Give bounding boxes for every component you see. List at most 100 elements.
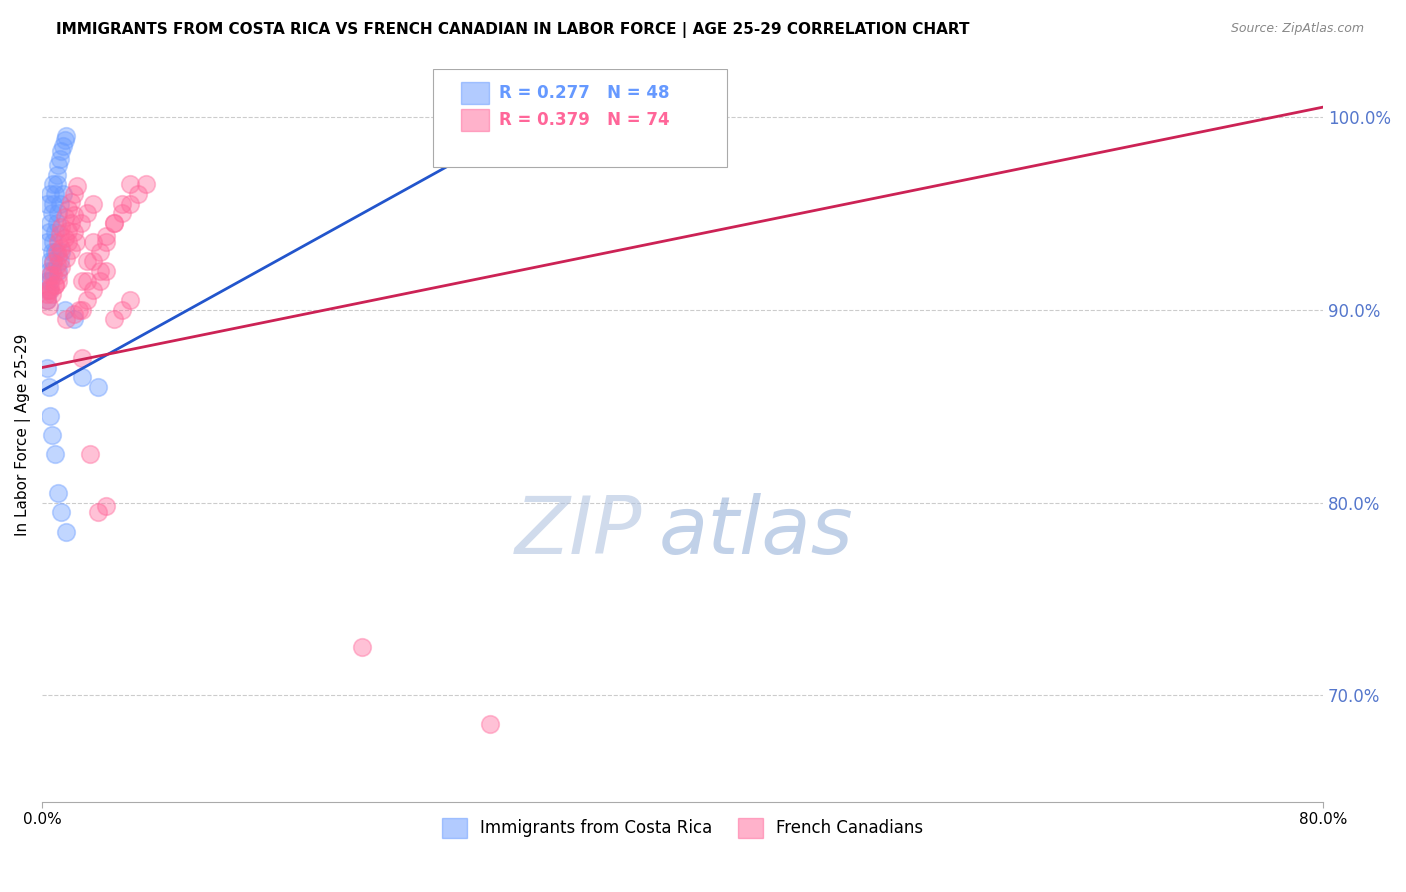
Point xyxy=(55,129,77,144)
FancyBboxPatch shape xyxy=(433,69,727,168)
Point xyxy=(53,302,76,317)
Point xyxy=(35,284,58,298)
Point xyxy=(89,274,111,288)
Point xyxy=(135,178,157,192)
Point xyxy=(42,256,65,270)
Point xyxy=(103,216,125,230)
Point xyxy=(69,216,91,230)
Point xyxy=(96,235,118,249)
Point xyxy=(46,486,69,500)
Point xyxy=(63,226,86,240)
Point xyxy=(51,244,73,259)
Point xyxy=(39,409,62,423)
Point xyxy=(35,274,58,288)
Point xyxy=(42,254,65,268)
Point xyxy=(48,227,70,242)
Point xyxy=(63,306,86,320)
Point xyxy=(51,219,73,234)
Point xyxy=(76,274,98,288)
Point xyxy=(70,351,93,365)
Point xyxy=(51,145,73,159)
Point xyxy=(42,268,65,282)
Point xyxy=(46,264,69,278)
Point xyxy=(38,264,60,278)
Point xyxy=(44,244,66,259)
Point xyxy=(41,428,63,442)
Point xyxy=(59,243,82,257)
Point xyxy=(103,216,125,230)
Y-axis label: In Labor Force | Age 25-29: In Labor Force | Age 25-29 xyxy=(15,334,31,536)
Point xyxy=(48,196,70,211)
Point xyxy=(120,196,142,211)
Point xyxy=(38,299,60,313)
Point xyxy=(89,244,111,259)
Point xyxy=(96,264,118,278)
Point xyxy=(46,274,69,288)
Point xyxy=(82,284,104,298)
Point xyxy=(35,287,58,301)
Point xyxy=(65,235,87,249)
Point xyxy=(46,268,69,282)
Point xyxy=(640,110,662,124)
Point xyxy=(66,179,89,194)
Point xyxy=(38,284,60,298)
Point xyxy=(38,380,60,394)
Point xyxy=(70,302,93,317)
Legend: Immigrants from Costa Rica, French Canadians: Immigrants from Costa Rica, French Canad… xyxy=(436,811,929,845)
Point xyxy=(82,196,104,211)
Point xyxy=(41,206,63,220)
Point xyxy=(76,206,98,220)
Point xyxy=(45,244,67,259)
Point xyxy=(51,260,73,275)
Point xyxy=(89,264,111,278)
Point xyxy=(41,264,63,278)
Point xyxy=(82,254,104,268)
Point xyxy=(48,152,70,166)
Point xyxy=(39,254,62,268)
Point xyxy=(42,196,65,211)
Point xyxy=(39,279,62,293)
Point xyxy=(127,186,149,201)
Text: Source: ZipAtlas.com: Source: ZipAtlas.com xyxy=(1230,22,1364,36)
Point xyxy=(48,254,70,268)
Point xyxy=(35,293,58,307)
Point xyxy=(46,206,69,220)
Point xyxy=(63,186,86,201)
Point xyxy=(82,235,104,249)
Point xyxy=(352,640,374,655)
Point xyxy=(87,505,110,519)
Point xyxy=(51,241,73,255)
Point xyxy=(51,505,73,519)
Point xyxy=(46,235,69,249)
Point xyxy=(76,254,98,268)
Point xyxy=(103,312,125,326)
Point xyxy=(44,277,66,292)
Point xyxy=(45,258,67,272)
Point xyxy=(120,293,142,307)
Point xyxy=(67,302,90,317)
Point xyxy=(39,268,62,282)
Point xyxy=(55,524,77,539)
Point xyxy=(45,178,67,192)
Point xyxy=(46,249,69,263)
Point xyxy=(52,138,75,153)
Point xyxy=(35,360,58,375)
Point xyxy=(45,216,67,230)
Text: ZIP: ZIP xyxy=(515,492,643,571)
Point xyxy=(87,380,110,394)
Point xyxy=(39,186,62,201)
Text: R = 0.379   N = 74: R = 0.379 N = 74 xyxy=(499,111,671,128)
Point xyxy=(44,447,66,461)
Point xyxy=(76,293,98,307)
Point xyxy=(96,500,118,514)
Point xyxy=(35,235,58,249)
Text: R = 0.277   N = 48: R = 0.277 N = 48 xyxy=(499,84,669,102)
Point xyxy=(56,202,79,217)
Point xyxy=(111,302,134,317)
Point xyxy=(79,447,101,461)
Text: IMMIGRANTS FROM COSTA RICA VS FRENCH CANADIAN IN LABOR FORCE | AGE 25-29 CORRELA: IMMIGRANTS FROM COSTA RICA VS FRENCH CAN… xyxy=(56,22,970,38)
Point xyxy=(55,251,77,265)
Point xyxy=(59,194,82,209)
Point xyxy=(44,226,66,240)
Point xyxy=(53,133,76,147)
